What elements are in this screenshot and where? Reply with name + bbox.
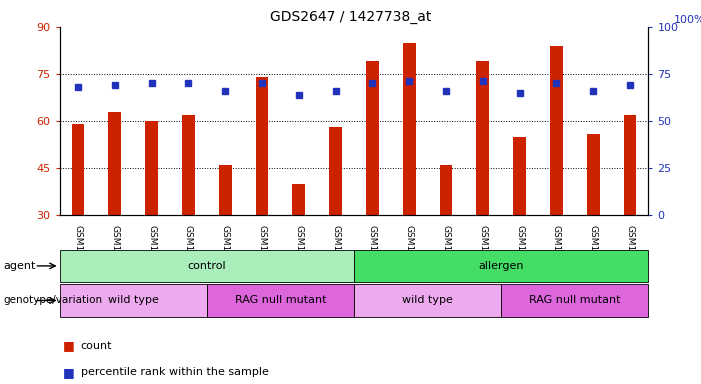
Bar [440, 165, 452, 215]
Text: percentile rank within the sample: percentile rank within the sample [81, 367, 268, 377]
Bar [219, 165, 231, 215]
Text: RAG null mutant: RAG null mutant [235, 295, 326, 306]
Text: wild type: wild type [402, 295, 453, 306]
Bar [354, 284, 501, 317]
Bar [366, 61, 379, 215]
Text: genotype/variation: genotype/variation [4, 295, 102, 306]
Y-axis label: 100%: 100% [674, 15, 701, 25]
Text: allergen: allergen [479, 261, 524, 271]
Bar [403, 43, 416, 215]
Bar [513, 137, 526, 215]
Text: RAG null mutant: RAG null mutant [529, 295, 620, 306]
Bar [501, 284, 648, 317]
Bar [145, 121, 158, 215]
Bar [477, 61, 489, 215]
Bar [182, 115, 195, 215]
Bar [207, 284, 354, 317]
Text: count: count [81, 341, 112, 351]
Bar [72, 124, 84, 215]
Text: ■: ■ [63, 339, 75, 352]
Text: GDS2647 / 1427738_at: GDS2647 / 1427738_at [270, 10, 431, 23]
Bar [624, 115, 637, 215]
Text: ■: ■ [63, 366, 75, 379]
Text: agent: agent [4, 261, 36, 271]
Bar [354, 250, 648, 282]
Bar [109, 112, 121, 215]
Bar [256, 77, 268, 215]
Text: control: control [187, 261, 226, 271]
Bar [329, 127, 342, 215]
Bar [292, 184, 305, 215]
Text: wild type: wild type [108, 295, 158, 306]
Bar [60, 284, 207, 317]
Bar [587, 134, 599, 215]
Bar [550, 46, 563, 215]
Bar [60, 250, 354, 282]
